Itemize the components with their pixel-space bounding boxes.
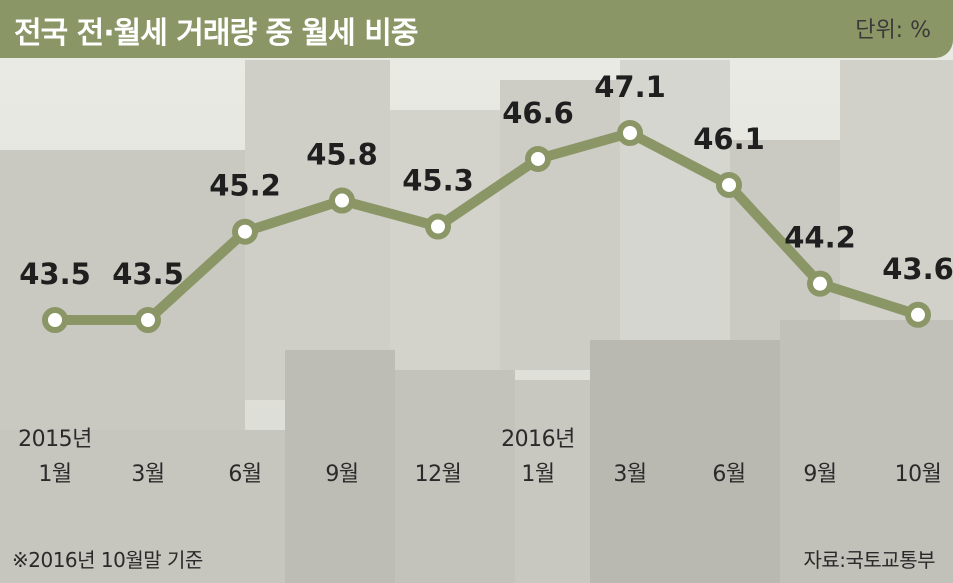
- data-label: 43.5: [112, 257, 184, 291]
- data-label: 46.1: [693, 122, 765, 156]
- data-point: [232, 218, 258, 245]
- header-bar: 전국 전·월세 거래량 중 월세 비중 단위: %: [0, 0, 953, 58]
- unit-label: 단위: %: [855, 18, 931, 43]
- x-tick-label: 3월: [131, 462, 164, 487]
- data-label: 45.2: [209, 169, 281, 203]
- data-label: 45.3: [402, 164, 474, 198]
- footnote: ※2016년 10월말 기준: [12, 548, 203, 572]
- data-point: [716, 171, 742, 198]
- data-label: 47.1: [594, 70, 666, 104]
- data-label: 46.6: [502, 96, 574, 130]
- x-tick-label: 3월: [613, 462, 646, 487]
- x-tick-label: 6월: [712, 462, 745, 487]
- data-point: [42, 307, 68, 333]
- x-tick-label: 1월: [38, 462, 71, 487]
- chart-title: 전국 전·월세 거래량 중 월세 비중: [14, 16, 418, 51]
- x-tick-label: 9월: [325, 462, 358, 487]
- source-credit: 자료:국토교통부: [803, 548, 935, 572]
- data-point: [617, 120, 643, 146]
- data-point: [135, 307, 161, 333]
- x-tick-label: 10월: [895, 462, 942, 487]
- year-label: 2015년: [18, 427, 92, 452]
- data-label: 43.5: [19, 257, 91, 291]
- data-point: [525, 145, 551, 172]
- data-label: 43.6: [882, 252, 953, 286]
- x-tick-label: 12월: [415, 462, 462, 487]
- year-label: 2016년: [501, 427, 575, 452]
- x-tick-label: 1월: [521, 462, 554, 487]
- data-point: [425, 213, 451, 240]
- data-label: 44.2: [784, 221, 856, 255]
- x-tick-label: 6월: [228, 462, 261, 487]
- series-line: [50, 128, 923, 325]
- data-point: [807, 270, 833, 297]
- data-point: [905, 301, 931, 328]
- data-label: 45.8: [306, 138, 378, 172]
- data-point: [329, 187, 355, 214]
- x-tick-label: 9월: [803, 462, 836, 487]
